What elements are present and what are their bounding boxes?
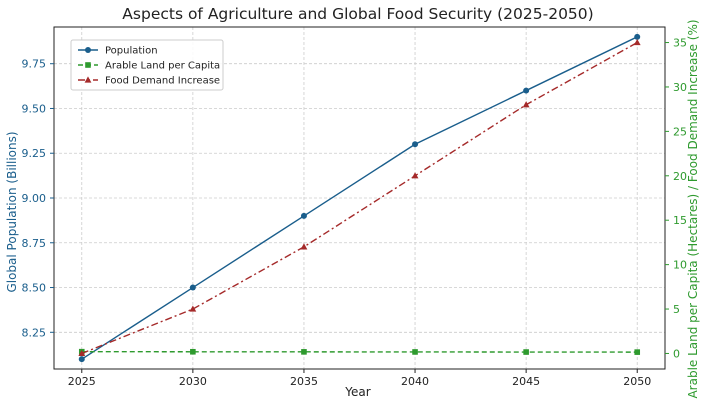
data-point-food-demand-increase: [411, 172, 419, 179]
y-right-tick-label: 0: [673, 347, 680, 360]
series-food-demand-increase: [78, 38, 641, 357]
y-left-tick-label: 9.00: [22, 192, 47, 205]
y-right-axis-label: Arable Land per Capita (Hectares) / Food…: [686, 19, 700, 398]
series-group: [78, 33, 641, 363]
chart-title: Aspects of Agriculture and Global Food S…: [122, 5, 593, 23]
data-point-population: [634, 33, 641, 40]
x-tick-label: 2045: [512, 375, 540, 388]
legend-swatch-marker: [85, 47, 91, 53]
data-point-population: [523, 87, 530, 94]
data-point-arable-land-per-capita: [523, 349, 529, 355]
y-left-tick-label: 8.25: [22, 326, 47, 339]
y-right-tick-label: 15: [673, 214, 687, 227]
series-population: [78, 33, 641, 363]
series-line-food-demand-increase: [81, 41, 638, 355]
legend: Population Arable Land per Capita Food Dem…: [70, 39, 224, 91]
y-right-tick-label: 5: [673, 303, 680, 316]
y-left-axis-ticks: 8.25 8.50 8.75 9.00 9.25 9.50 9.75: [22, 58, 54, 339]
y-left-axis-label: Global Population (Billions): [5, 131, 19, 292]
y-right-tick-label: 25: [673, 125, 687, 138]
legend-swatch-marker: [85, 62, 91, 68]
y-left-tick-label: 9.50: [22, 102, 47, 115]
y-left-tick-label: 8.50: [22, 282, 47, 295]
series-arable-land-per-capita: [78, 348, 641, 355]
data-point-arable-land-per-capita: [301, 349, 307, 355]
y-right-tick-label: 30: [673, 81, 687, 94]
y-right-axis-ticks: 0 5 10 15 20 25 30 35: [665, 37, 687, 360]
legend-item-arable-land-per-capita: Arable Land per Capita: [78, 61, 220, 72]
x-tick-label: 2030: [179, 375, 207, 388]
y-right-tick-label: 10: [673, 259, 687, 272]
data-point-food-demand-increase: [78, 349, 86, 357]
x-tick-label: 2025: [68, 375, 96, 388]
legend-label: Arable Land per Capita: [105, 61, 220, 72]
legend-label: Food Demand Increase: [105, 76, 220, 87]
data-point-food-demand-increase: [633, 38, 641, 46]
y-left-tick-label: 9.75: [22, 58, 47, 71]
data-point-population: [78, 356, 85, 363]
x-axis-label: Year: [344, 385, 370, 399]
data-point-arable-land-per-capita: [412, 349, 418, 355]
data-point-arable-land-per-capita: [190, 348, 196, 355]
x-tick-label: 2035: [290, 375, 318, 388]
x-axis-ticks: 2025 2030 2035 2040 2045 2050: [68, 369, 651, 388]
x-tick-label: 2040: [401, 375, 429, 388]
y-left-tick-label: 8.75: [22, 237, 47, 250]
legend-item-population: Population: [78, 46, 158, 57]
data-point-food-demand-increase: [522, 101, 530, 108]
data-point-food-demand-increase: [189, 305, 197, 312]
data-point-population: [412, 141, 419, 148]
legend-box: [70, 39, 224, 91]
x-tick-label: 2050: [623, 375, 651, 388]
data-point-population: [300, 212, 307, 219]
y-right-tick-label: 35: [673, 37, 687, 50]
y-right-tick-label: 20: [673, 170, 687, 183]
data-point-food-demand-increase: [300, 243, 308, 250]
series-line-population: [81, 36, 638, 360]
legend-swatch-marker: [84, 76, 92, 83]
legend-label: Population: [105, 46, 158, 57]
data-point-arable-land-per-capita: [634, 349, 641, 355]
legend-item-food-demand-increase: Food Demand Increase: [78, 76, 220, 87]
data-point-population: [189, 284, 196, 291]
y-left-tick-label: 9.25: [22, 147, 47, 160]
